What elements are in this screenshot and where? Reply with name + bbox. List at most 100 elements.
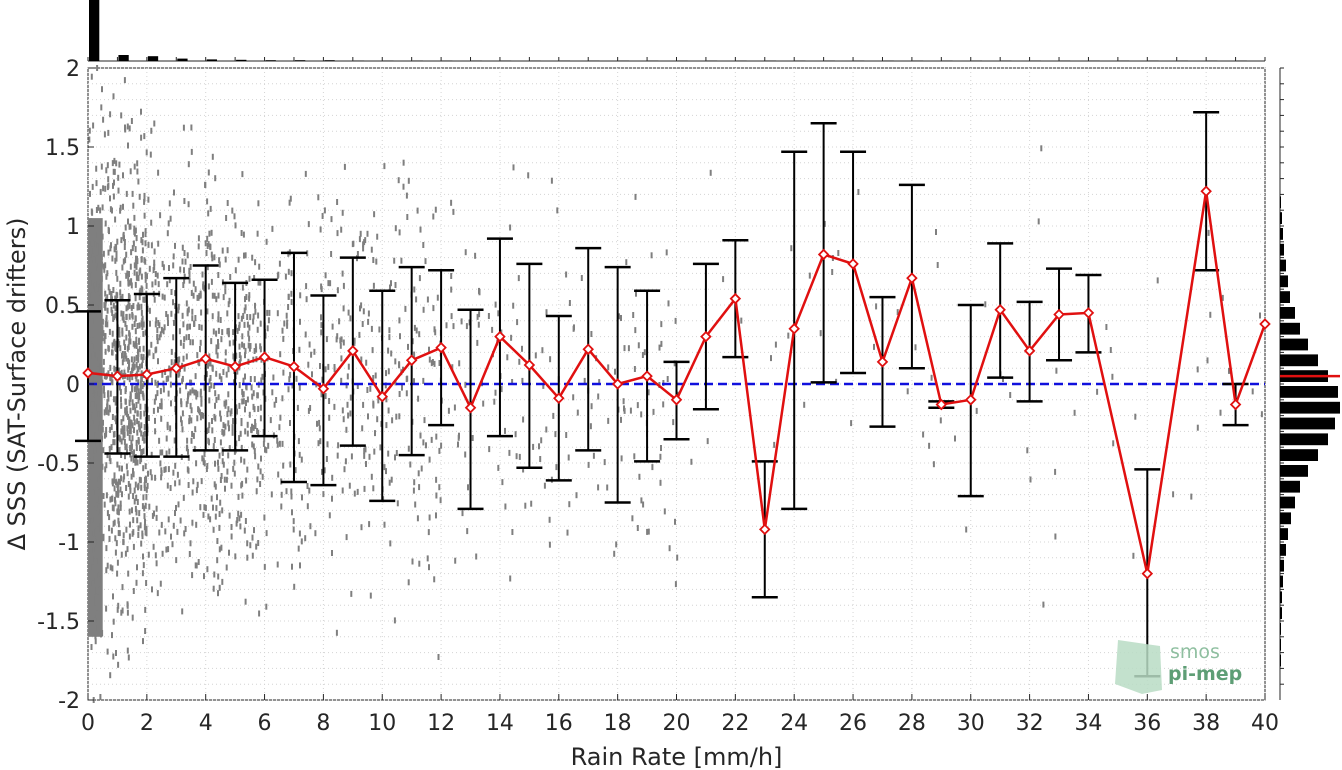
scatter-point — [521, 345, 523, 352]
scatter-point — [706, 438, 709, 445]
scatter-point — [133, 498, 136, 505]
scatter-point — [160, 521, 163, 528]
scatter-point — [216, 352, 219, 359]
scatter-point — [248, 345, 251, 352]
scatter-point — [109, 390, 112, 397]
scatter-point — [128, 508, 131, 515]
scatter-point — [132, 240, 135, 247]
scatter-point — [186, 252, 189, 259]
scatter-point — [270, 491, 273, 498]
scatter-point — [290, 290, 293, 297]
scatter-point — [100, 631, 102, 638]
scatter-point — [203, 504, 206, 511]
scatter-point — [366, 387, 369, 393]
scatter-point — [173, 189, 175, 196]
scatter-point — [133, 427, 135, 434]
scatter-point — [236, 517, 239, 523]
scatter-point — [183, 250, 186, 256]
scatter-point — [115, 540, 118, 547]
scatter-point — [452, 208, 455, 215]
scatter-point — [126, 470, 129, 477]
scatter-point — [543, 482, 546, 489]
scatter-point — [108, 288, 111, 295]
scatter-point — [368, 453, 371, 460]
scatter-point — [90, 240, 93, 247]
scatter-point — [539, 456, 542, 462]
scatter-point — [353, 337, 356, 344]
scatter-point — [592, 452, 595, 459]
scatter-point — [137, 482, 140, 489]
scatter-point — [101, 435, 103, 442]
scatter-point — [107, 370, 110, 377]
mean-point — [1053, 308, 1065, 321]
scatter-point — [162, 328, 165, 335]
scatter-point — [135, 383, 138, 390]
scatter-point — [614, 368, 616, 375]
scatter-point — [133, 225, 136, 232]
scatter-point — [127, 275, 130, 282]
scatter-point — [555, 464, 558, 471]
scatter-point — [108, 525, 111, 532]
mean-point — [199, 352, 212, 365]
scatter-point — [89, 353, 92, 359]
scatter-point — [108, 328, 111, 335]
scatter-point — [235, 520, 238, 527]
scatter-point — [369, 592, 372, 599]
scatter-point — [255, 488, 258, 495]
scatter-point — [193, 445, 196, 452]
scatter-point — [319, 438, 322, 445]
scatter-point — [325, 456, 328, 462]
y-tick-label: 0 — [66, 373, 80, 398]
scatter-point — [158, 437, 161, 444]
y-tick-label: 0.5 — [45, 294, 80, 319]
scatter-point — [106, 510, 109, 517]
scatter-point — [259, 404, 262, 411]
scatter-point — [322, 491, 325, 498]
scatter-point — [387, 450, 390, 457]
scatter-point — [398, 391, 401, 397]
scatter-point — [243, 527, 246, 534]
scatter-point — [148, 503, 151, 510]
scatter-point — [94, 432, 97, 439]
scatter-point — [185, 300, 188, 307]
scatter-point — [107, 345, 110, 352]
scatter-point — [227, 406, 230, 413]
scatter-point — [510, 334, 513, 341]
scatter-point — [108, 228, 110, 235]
scatter-point — [126, 647, 129, 654]
scatter-point — [248, 275, 251, 282]
scatter-point — [119, 388, 122, 395]
scatter-point — [133, 163, 136, 170]
scatter-point — [145, 486, 148, 493]
scatter-point — [96, 405, 99, 412]
scatter-point — [556, 207, 559, 214]
scatter-point — [129, 338, 132, 345]
scatter-point — [356, 251, 359, 257]
scatter-point — [106, 321, 109, 328]
scatter-point — [143, 212, 146, 219]
scatter-point — [219, 439, 222, 446]
scatter-point — [215, 396, 218, 403]
scatter-point — [233, 459, 236, 466]
scatter-point — [154, 394, 157, 401]
scatter-point — [231, 429, 234, 436]
scatter-point — [398, 413, 401, 420]
scatter-point — [141, 315, 144, 322]
scatter-point — [234, 222, 237, 229]
scatter-point — [124, 257, 127, 264]
scatter-point — [179, 339, 182, 346]
scatter-point — [220, 544, 223, 551]
mean-point — [347, 345, 359, 357]
scatter-point — [98, 425, 101, 432]
scatter-point — [195, 487, 198, 494]
scatter-point — [182, 282, 185, 288]
scatter-point — [106, 403, 109, 410]
scatter-point — [200, 400, 203, 407]
scatter-point — [224, 485, 226, 492]
scatter-point — [177, 307, 180, 314]
scatter-point — [121, 293, 124, 300]
scatter-point — [101, 318, 104, 325]
scatter-point — [192, 280, 195, 287]
scatter-point — [246, 540, 249, 547]
scatter-point — [215, 348, 218, 355]
